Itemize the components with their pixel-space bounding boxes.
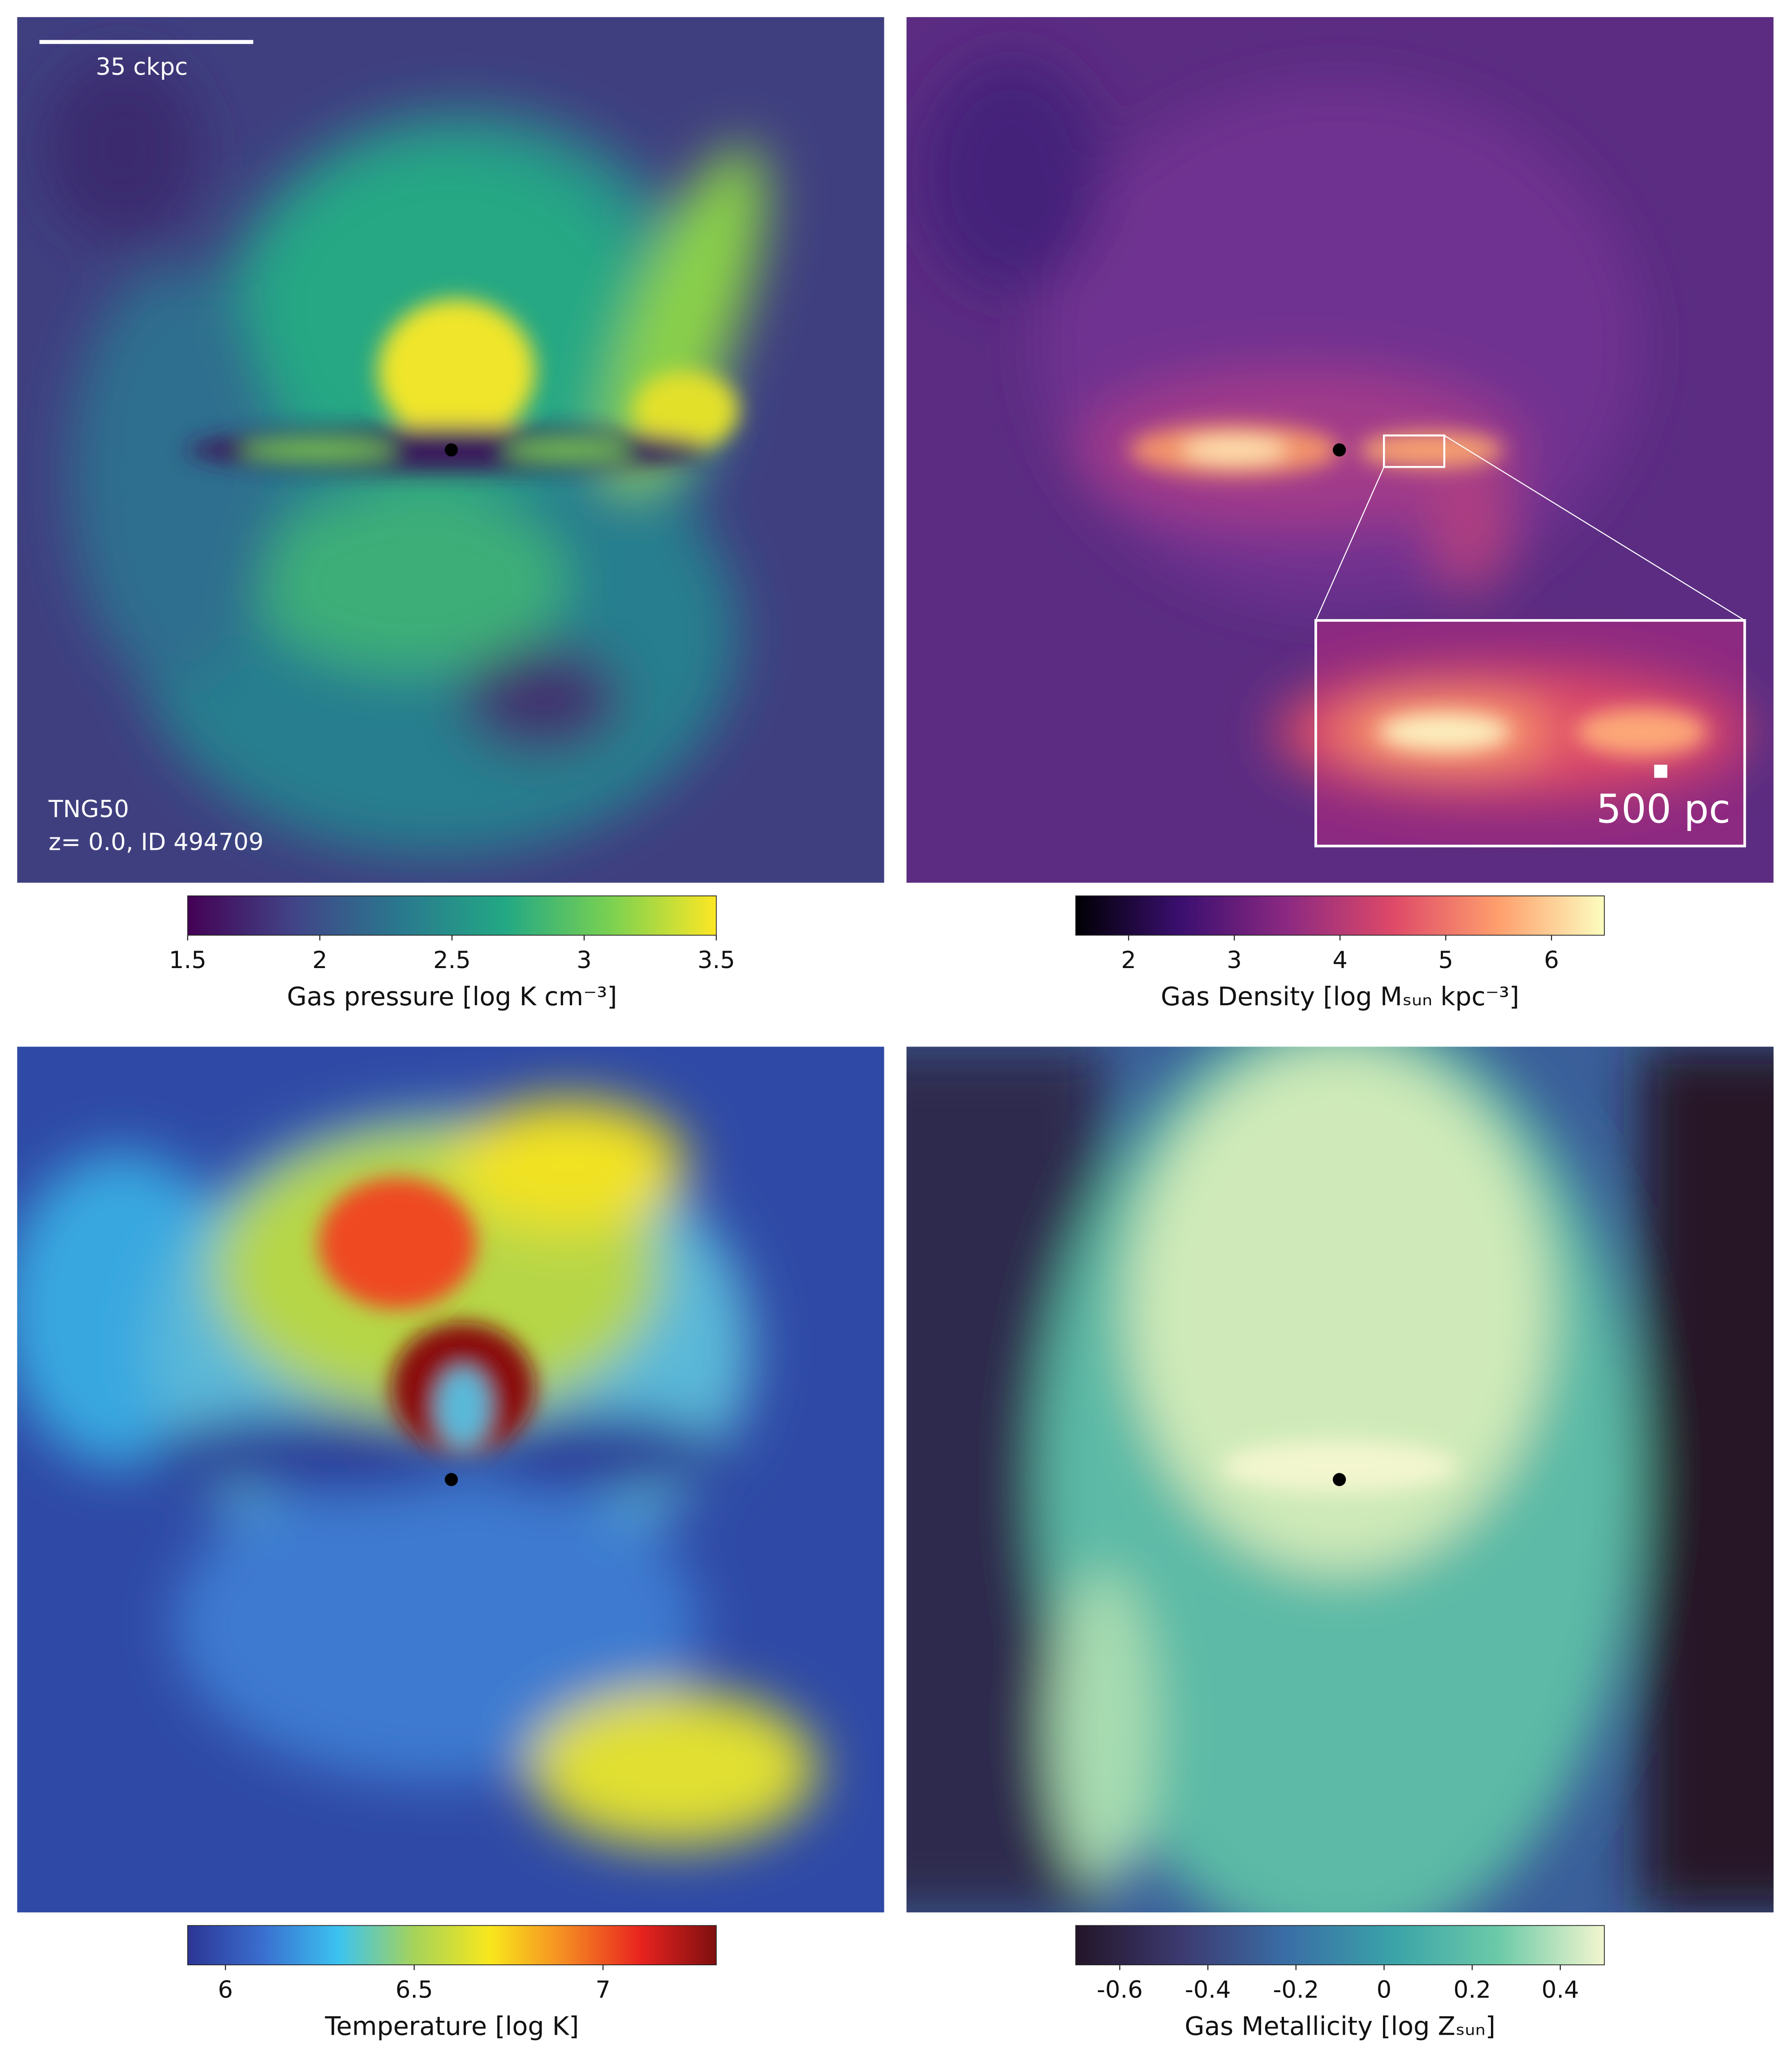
colorbar-tick-label: 2	[312, 947, 327, 974]
colorbar-tick-label: 4	[1332, 947, 1348, 974]
metallicity-map	[906, 1046, 1774, 1912]
snapshot-label: z= 0.0, ID 494709	[49, 828, 264, 856]
colorbar-tick-label: 0	[1377, 1976, 1392, 2003]
colorbar-tick-label: 3.5	[698, 947, 735, 974]
colorbar-tick-label: -0.2	[1273, 1976, 1319, 2003]
colorbar	[1075, 1925, 1605, 1965]
scale-bar-label: 35 ckpc	[96, 53, 188, 81]
colorbar-tick-label: -0.4	[1185, 1976, 1231, 2003]
colorbar	[1075, 895, 1605, 936]
colorbar-tick-label: 3	[577, 947, 592, 974]
inset-scale-label: 500 pc	[1596, 786, 1731, 832]
colorbar-tick-label: 0.2	[1453, 1976, 1491, 2003]
colorbar-tick-label: 3	[1227, 947, 1242, 974]
pressure-map: 35 ckpc TNG50 z= 0.0, ID 494709	[17, 17, 884, 883]
colorbar-label: Gas Density [log Mₛᵤₙ kpc⁻³]	[1161, 982, 1519, 1012]
colorbar-tick-label: 6	[1544, 947, 1559, 974]
density-map: 500 pc	[906, 17, 1774, 883]
colorbar-tick-label: 6.5	[396, 1976, 433, 2003]
colorbar	[187, 1925, 717, 1965]
temperature-map	[17, 1046, 884, 1912]
colorbar-tick-label: 2	[1121, 947, 1136, 974]
colorbar-label: Temperature [log K]	[324, 2011, 579, 2041]
colorbar-tick-label: 7	[595, 1976, 611, 2003]
colorbar-tick-label: 0.4	[1542, 1976, 1579, 2003]
colorbar-tick-label: 2.5	[433, 947, 471, 974]
inset: 500 pc	[1274, 619, 1746, 848]
colorbar	[187, 895, 717, 936]
colorbar-tick-label: 5	[1438, 947, 1453, 974]
simulation-label: TNG50	[48, 796, 129, 823]
colorbar-label: Gas pressure [log K cm⁻³]	[287, 982, 617, 1012]
colorbar-tick-label: 1.5	[169, 947, 207, 974]
colorbar-tick-label: 6	[218, 1976, 233, 2003]
colorbar-tick-label: -0.6	[1097, 1976, 1143, 2003]
colorbar-label: Gas Metallicity [log Zₛᵤₙ]	[1185, 2011, 1495, 2041]
